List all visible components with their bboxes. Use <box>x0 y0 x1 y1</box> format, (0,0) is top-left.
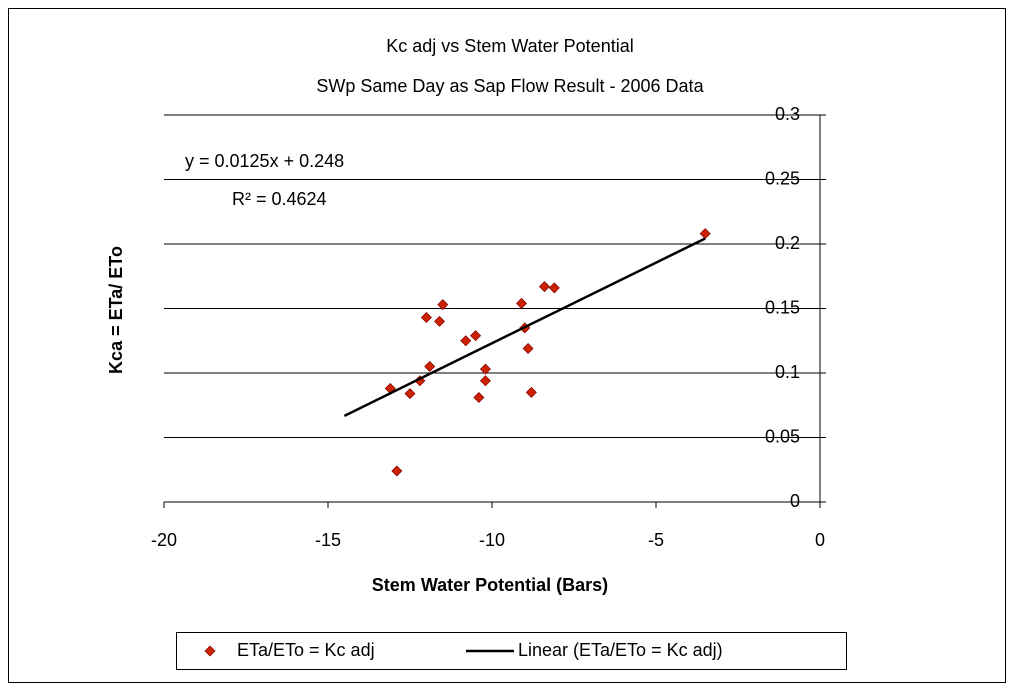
legend-swatch <box>204 645 216 657</box>
x-tick-label: 0 <box>815 530 825 550</box>
data-point <box>479 375 491 387</box>
y-tick-label: 0.15 <box>765 297 800 317</box>
x-tick-label: -5 <box>648 530 664 550</box>
y-tick-label: 0.2 <box>775 233 800 253</box>
y-tick-label: 0.1 <box>775 362 800 382</box>
data-point <box>479 363 491 375</box>
chart-border <box>8 8 1006 683</box>
equation-label: y = 0.0125x + 0.248 <box>185 151 344 171</box>
y-tick-label: 0 <box>790 491 800 511</box>
data-point <box>404 388 416 400</box>
x-tick-label: -20 <box>151 530 177 550</box>
data-point <box>391 465 403 477</box>
data-point <box>424 361 436 373</box>
chart-title: Kc adj vs Stem Water Potential <box>386 36 633 56</box>
data-point <box>522 342 534 354</box>
data-point <box>473 392 485 404</box>
x-axis-label: Stem Water Potential (Bars) <box>372 575 608 595</box>
data-point <box>437 299 449 311</box>
data-point <box>516 297 528 309</box>
y-tick-label: 0.25 <box>765 168 800 188</box>
data-point <box>538 281 550 293</box>
data-point <box>470 330 482 342</box>
data-point <box>434 315 446 327</box>
data-point <box>525 386 537 398</box>
y-axis-label: Kca = ETa/ ETo <box>106 246 126 374</box>
data-point <box>420 312 432 324</box>
x-tick-label: -10 <box>479 530 505 550</box>
chart-subtitle: SWp Same Day as Sap Flow Result - 2006 D… <box>316 76 704 96</box>
y-tick-label: 0.3 <box>775 104 800 124</box>
data-point <box>460 335 472 347</box>
x-tick-label: -15 <box>315 530 341 550</box>
y-tick-label: 0.05 <box>765 426 800 446</box>
data-point <box>548 282 560 294</box>
trend-line <box>343 237 706 417</box>
r-squared-label: R² = 0.4624 <box>232 189 327 209</box>
legend-label: ETa/ETo = Kc adj <box>237 640 375 660</box>
legend-label: Linear (ETa/ETo = Kc adj) <box>518 640 723 660</box>
